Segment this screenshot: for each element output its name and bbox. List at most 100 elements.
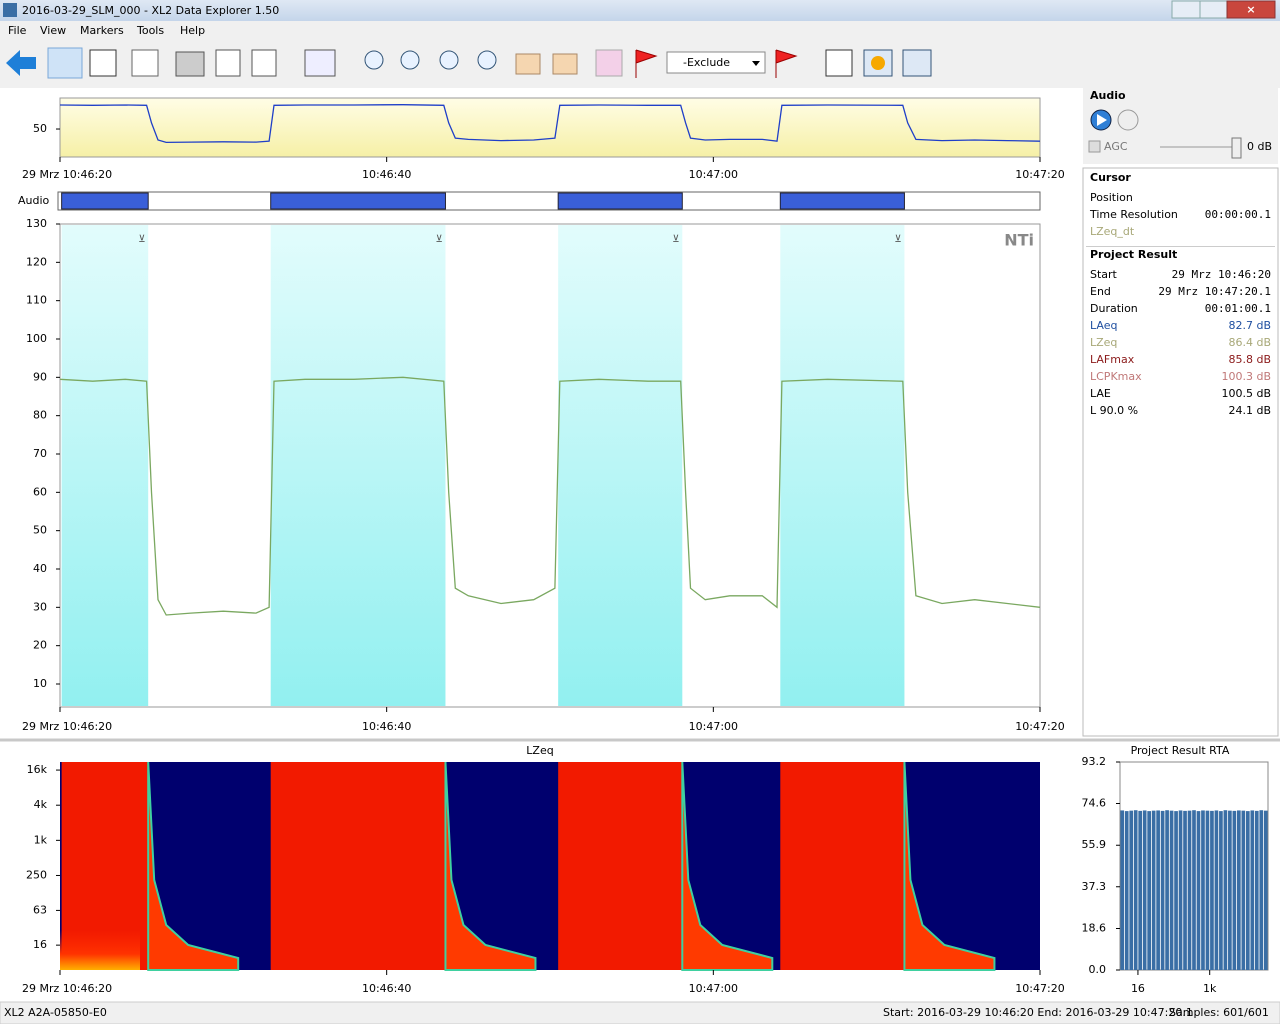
audio-segment — [61, 192, 149, 210]
rta-bar — [1192, 810, 1196, 970]
layout-button[interactable] — [595, 49, 623, 77]
chart-view-button[interactable] — [47, 47, 83, 79]
menu-item[interactable]: Markers — [80, 24, 124, 37]
menu-item[interactable]: View — [40, 24, 66, 37]
minimize-button[interactable] — [1171, 0, 1201, 19]
zoom-fit-button[interactable] — [477, 50, 497, 70]
result-value: 00:01:00.1 — [1205, 302, 1271, 315]
graph-button[interactable] — [304, 49, 336, 77]
result-value: 29 Mrz 10:46:20 — [1172, 268, 1271, 281]
result-value: 86.4 dB — [1228, 336, 1271, 349]
pan-right-button[interactable] — [552, 53, 578, 75]
report-button[interactable] — [251, 49, 277, 77]
y-tick-label: 63 — [33, 903, 47, 916]
x-tick-label: 10:47:20 — [1015, 720, 1064, 733]
result-label: Duration — [1090, 302, 1138, 315]
result-value: 24.1 dB — [1228, 404, 1271, 417]
spectrogram-active — [558, 762, 683, 970]
y-tick-label: 40 — [33, 562, 47, 575]
pan-left-button[interactable] — [515, 53, 541, 75]
result-label: LAE — [1090, 387, 1111, 400]
level-line — [59, 376, 1041, 616]
spectrogram-decay — [681, 761, 774, 971]
abc-button[interactable] — [131, 49, 159, 77]
audio-shading — [61, 225, 149, 706]
y-tick-label: 93.2 — [1082, 755, 1107, 768]
x-tick-label: 16 — [1131, 982, 1145, 995]
percent-button[interactable] — [825, 49, 853, 77]
y-tick-label: 1k — [34, 833, 48, 846]
restore-button[interactable] — [1199, 0, 1228, 19]
result-value: 82.7 dB — [1228, 319, 1271, 332]
menu-item[interactable]: Tools — [136, 24, 164, 37]
sum-button[interactable] — [89, 49, 117, 77]
exclude-dropdown-text: -Exclude — [683, 56, 730, 69]
rta-bar — [1241, 810, 1246, 970]
rta-bar — [1228, 810, 1232, 970]
agc-checkbox[interactable] — [1088, 140, 1101, 153]
marker-add-button[interactable] — [635, 49, 658, 78]
y-tick-label: 30 — [33, 600, 47, 613]
stop-button[interactable] — [1117, 109, 1139, 131]
menu-item[interactable]: File — [8, 24, 27, 37]
result-label: L 90.0 % — [1090, 404, 1138, 417]
print-button[interactable] — [175, 51, 205, 77]
agc-label: AGC — [1104, 140, 1128, 153]
y-tick-label: 110 — [26, 294, 47, 307]
rta-bar — [1151, 810, 1156, 970]
exclude-dropdown[interactable] — [666, 51, 766, 74]
y-tick-label: 16 — [33, 938, 47, 951]
y-tick-label: 0.0 — [1089, 963, 1107, 976]
cursor-channel: LZeq_dt — [1090, 225, 1135, 238]
result-value: 100.5 dB — [1221, 387, 1271, 400]
lr-button[interactable] — [902, 49, 932, 77]
status-samples: Samples: 601/601 — [1169, 1006, 1269, 1019]
gain-slider-thumb[interactable] — [1231, 137, 1242, 159]
result-value: 85.8 dB — [1228, 353, 1271, 366]
preview-button[interactable] — [215, 49, 241, 77]
overview-plot — [59, 97, 1041, 158]
marker-settings-button[interactable] — [775, 49, 798, 78]
window-title: 2016-03-29_SLM_000 - XL2 Data Explorer 1… — [22, 4, 279, 17]
rta-bar — [1120, 810, 1125, 970]
close-icon: × — [1246, 3, 1255, 16]
result-value: 100.3 dB — [1221, 370, 1271, 383]
rta-bar — [1174, 811, 1178, 970]
rta-bar — [1187, 810, 1192, 970]
result-value: 29 Mrz 10:47:20.1 — [1158, 285, 1271, 298]
menu-item[interactable]: Help — [180, 24, 205, 37]
back-button[interactable] — [6, 50, 36, 76]
zoom-out-button[interactable] — [439, 50, 459, 70]
spectrogram-title: LZeq — [526, 744, 553, 757]
overview-line — [59, 104, 1041, 144]
rta-bar — [1147, 811, 1151, 970]
rta-bar — [1142, 810, 1147, 970]
status-device: XL2 A2A-05850-E0 — [4, 1006, 107, 1019]
cursor-label: Time Resolution — [1089, 208, 1178, 221]
rta-bar — [1254, 810, 1259, 970]
rta-bar — [1219, 811, 1223, 970]
rta-bar — [1165, 810, 1169, 970]
y-tick-label: 100 — [26, 332, 47, 345]
rta-bar — [1129, 810, 1134, 970]
rta-bar — [1250, 810, 1255, 970]
panel-heading: Audio — [1090, 89, 1126, 102]
x-tick-label: 10:47:00 — [689, 720, 738, 733]
audio-strip-label: Audio — [18, 194, 50, 207]
y-tick-label: 250 — [26, 868, 47, 881]
y-tick-label: 70 — [33, 447, 47, 460]
result-label: Start — [1090, 268, 1118, 281]
result-label: LAeq — [1090, 319, 1117, 332]
rta-bar — [1201, 810, 1205, 970]
zoom-button[interactable] — [364, 50, 384, 70]
audio-shading — [270, 225, 446, 706]
cursor-label: Position — [1090, 191, 1133, 204]
close-button[interactable] — [1226, 0, 1276, 19]
rta-bar — [1169, 810, 1174, 970]
rta-bar — [1133, 810, 1138, 970]
zoom-in-button[interactable] — [400, 50, 420, 70]
gain-label: 0 dB — [1247, 140, 1272, 153]
y-tick-label: 74.6 — [1082, 797, 1107, 810]
sun-icon — [871, 56, 885, 70]
